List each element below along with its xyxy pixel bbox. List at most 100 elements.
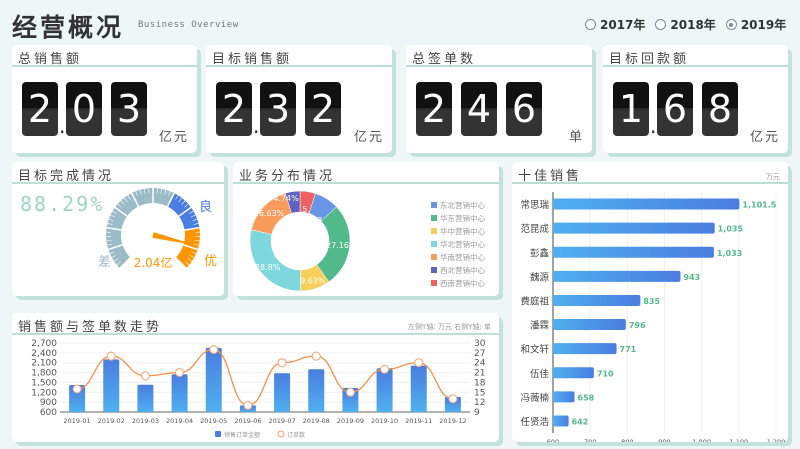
bar: [103, 359, 120, 412]
gauge-tick: [193, 223, 199, 225]
gauge-tick: [175, 257, 187, 269]
y-tick-right: 30: [474, 339, 486, 349]
legend-swatch: [431, 254, 437, 260]
gauge-value: 2.04亿: [134, 255, 173, 270]
category-label: 费庭祖: [520, 295, 549, 307]
gauge-tick: [114, 206, 128, 217]
bar: [553, 415, 569, 427]
gauge-tick: [109, 251, 115, 254]
gauge-tick: [193, 243, 199, 246]
gauge-tick: [139, 189, 142, 195]
digit-tile: 2: [416, 82, 452, 136]
category-label: 伍佳: [530, 368, 550, 380]
gauge-tick: [160, 188, 163, 194]
gauge-tick: [130, 192, 140, 207]
slice-label: 9.63%: [300, 276, 326, 285]
gauge-tick: [168, 191, 171, 197]
bar: [553, 319, 626, 331]
kpi-title: 目标回款额: [603, 45, 788, 67]
value-label: 796: [629, 321, 646, 330]
bar: [171, 374, 188, 412]
line-point: [311, 351, 321, 361]
top10-card: 十佳销售 万元 600 700 800 900 1,000 1,100 1,200 常思瑞 1,…: [512, 162, 788, 442]
category-label: 潘霖: [530, 320, 550, 332]
year-option-2018[interactable]: 2018年: [655, 16, 716, 33]
value-label: 771: [620, 345, 637, 354]
x-tick: 1,200: [767, 438, 786, 442]
bar: [553, 246, 714, 258]
gauge-pointer: [152, 232, 197, 246]
line-point: [414, 358, 424, 368]
x-tick: 2019-02: [98, 417, 125, 425]
bar: [137, 384, 154, 412]
gauge-tick: [112, 210, 118, 214]
gauge-tick: [175, 195, 179, 200]
decimal-point: .: [650, 114, 657, 138]
kpi-unit: 亿元: [158, 130, 189, 145]
gauge-tick: [190, 214, 196, 218]
gauge-label-excellent: 优: [204, 254, 217, 269]
bar: [410, 365, 427, 412]
gauge-tick: [181, 200, 186, 205]
value-label: 642: [572, 417, 589, 426]
kpi-unit: 亿元: [353, 130, 384, 145]
digit-tile: 6: [657, 82, 693, 136]
y-tick-left: 1,800: [31, 369, 57, 379]
gauge-tick: [194, 239, 200, 242]
distribution-card: 业务分布情况 5.03%8.01%27.16%9.63%28.8%16.63%4…: [233, 162, 499, 296]
value-label: 1,035: [718, 225, 744, 234]
line-point: [72, 384, 82, 394]
slice-label: 16.63%: [254, 209, 285, 218]
value-label: 943: [683, 273, 700, 282]
bar: [553, 294, 641, 306]
page-subtitle: Business Overview: [138, 20, 239, 30]
card-title: 目标完成情况: [12, 162, 224, 184]
x-tick: 600: [547, 438, 559, 442]
year-option-2017[interactable]: 2017年: [585, 16, 645, 33]
x-tick: 2019-11: [405, 417, 432, 425]
radio-selected-icon[interactable]: [725, 19, 737, 30]
card-title: 十佳销售: [512, 162, 788, 184]
legend-label: 华中营销中心: [440, 226, 485, 236]
x-tick: 2019-03: [132, 417, 159, 425]
year-label: 2017年: [600, 18, 646, 32]
gauge-tick: [117, 203, 122, 208]
legend-swatch: [431, 228, 437, 234]
digit-tile: 8: [702, 82, 738, 136]
legend-swatch: [431, 202, 437, 208]
x-tick: 2019-01: [63, 417, 90, 425]
year-option-2019[interactable]: 2019年: [725, 16, 786, 33]
slice-label: 28.8%: [255, 263, 281, 272]
radio-icon[interactable]: [655, 19, 667, 30]
digit-tile: 0: [66, 82, 102, 136]
category-label: 范昆成: [520, 223, 549, 235]
y-tick-right: 15: [474, 388, 485, 398]
legend-label: 西南营销中心: [440, 278, 485, 288]
bar: [553, 198, 740, 210]
gauge-label-good: 良: [199, 199, 212, 215]
radio-icon[interactable]: [585, 19, 596, 30]
bar: [274, 373, 291, 412]
gauge-band: [167, 193, 200, 230]
bar: [553, 270, 681, 282]
legend-label: 销售订单金额: [224, 431, 260, 439]
y-tick-right: 27: [474, 349, 485, 359]
x-tick: 2019-04: [166, 417, 193, 425]
y-tick-left: 1,500: [31, 378, 57, 388]
x-tick: 800: [621, 438, 633, 442]
gauge-tick: [143, 188, 146, 194]
gauge-tick: [108, 244, 123, 251]
line-point: [277, 358, 287, 368]
value-label: 1,101.5: [742, 201, 776, 210]
bar: [553, 391, 575, 403]
y-tick-right: 24: [474, 359, 486, 369]
line-point: [209, 345, 219, 355]
unit-label: 万元: [766, 173, 780, 181]
category-label: 常思瑞: [520, 199, 549, 211]
